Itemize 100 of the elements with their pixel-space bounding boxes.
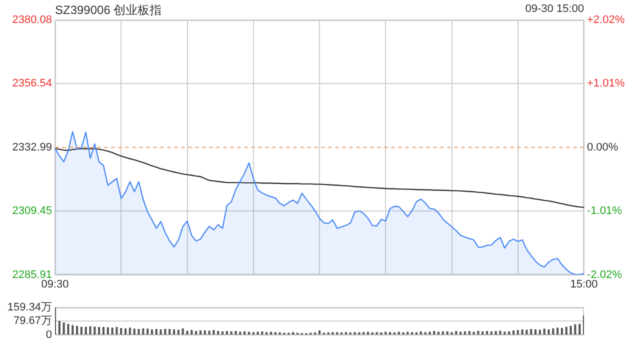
y2-tick-label: -1.01% [587, 205, 622, 218]
bar [486, 331, 488, 335]
bar [67, 324, 70, 335]
bar [499, 330, 502, 335]
bar [106, 327, 109, 335]
bar [521, 329, 524, 335]
bar [98, 326, 100, 335]
bar [318, 330, 321, 335]
bar [565, 326, 568, 335]
bar [389, 332, 392, 335]
bar [199, 330, 202, 335]
bar [336, 332, 338, 335]
bar [526, 330, 528, 335]
bar [217, 331, 220, 335]
bar [504, 332, 506, 335]
y-tick-label: 2285.91 [12, 268, 52, 281]
bar [186, 330, 188, 335]
y-tick-label: 2356.54 [12, 78, 52, 90]
bar [62, 322, 65, 335]
bar [190, 330, 193, 335]
bar [578, 324, 581, 335]
bar [362, 332, 365, 335]
bar [552, 328, 554, 335]
bar [226, 331, 228, 335]
bar [182, 328, 184, 335]
bar [398, 332, 400, 335]
bar [239, 332, 242, 335]
bar [344, 332, 347, 335]
bar [128, 328, 131, 335]
bar [472, 332, 475, 335]
bar [146, 328, 149, 335]
bar [406, 332, 409, 335]
bar [160, 329, 162, 335]
chart-title: SZ399006 创业板指 [55, 2, 162, 19]
bar [538, 330, 541, 335]
bar [574, 324, 576, 335]
y-tick-label: 2332.99 [12, 141, 52, 154]
bar [428, 332, 431, 335]
bar [270, 332, 272, 335]
bar [168, 329, 171, 335]
bar [332, 332, 334, 335]
bar [266, 332, 268, 335]
bar [354, 332, 356, 335]
text: 09-30 15:00 [525, 3, 584, 15]
bar [543, 328, 546, 335]
bar [252, 332, 254, 335]
y-tick-label: 79.67万 [13, 315, 52, 328]
bar [124, 328, 127, 335]
bar [402, 332, 404, 335]
bar [516, 330, 519, 335]
y2-tick-label: 0.00% [587, 141, 618, 154]
bar [204, 330, 206, 335]
bar [208, 330, 210, 335]
y-tick-label: 0 [46, 328, 52, 341]
bar [433, 331, 436, 335]
bar [460, 332, 462, 335]
bar [292, 332, 294, 335]
bar [155, 329, 158, 335]
bar [102, 326, 105, 335]
bar [366, 332, 370, 335]
bar [150, 329, 154, 335]
bar [437, 332, 440, 335]
x-tick-label: 09:30 [41, 278, 69, 290]
x-tick-label: 15:00 [570, 278, 598, 290]
y2-tick-label: +2.02% [587, 14, 625, 26]
bar [477, 330, 480, 335]
bar [248, 332, 250, 335]
bar [116, 326, 118, 335]
bar [548, 329, 550, 335]
bar [468, 331, 470, 335]
bar [84, 326, 87, 335]
bar [530, 329, 532, 335]
y-tick-label: 2380.08 [12, 14, 52, 26]
bar [534, 329, 537, 335]
bar [177, 330, 180, 335]
bar [560, 328, 563, 335]
bar [376, 332, 378, 335]
bar [76, 326, 78, 335]
y2-tick-label: +1.01% [587, 78, 625, 90]
bar [120, 328, 122, 335]
bar [89, 326, 92, 335]
bar [274, 332, 276, 335]
bar [234, 331, 237, 335]
bar [494, 331, 497, 335]
bar [256, 332, 259, 335]
bar [512, 330, 514, 335]
bar [94, 326, 96, 335]
bar [450, 332, 453, 335]
bar [411, 332, 414, 335]
bar [455, 331, 458, 335]
bar [172, 329, 176, 335]
bar [72, 325, 74, 335]
bar [111, 328, 114, 335]
y-tick-label: 159.34万 [7, 302, 52, 314]
bar [142, 328, 144, 335]
y2-tick-label: -2.02% [587, 268, 622, 281]
bar [164, 328, 166, 335]
y-tick-label: 2309.45 [12, 205, 52, 218]
bar [556, 328, 559, 335]
bar [384, 332, 387, 335]
